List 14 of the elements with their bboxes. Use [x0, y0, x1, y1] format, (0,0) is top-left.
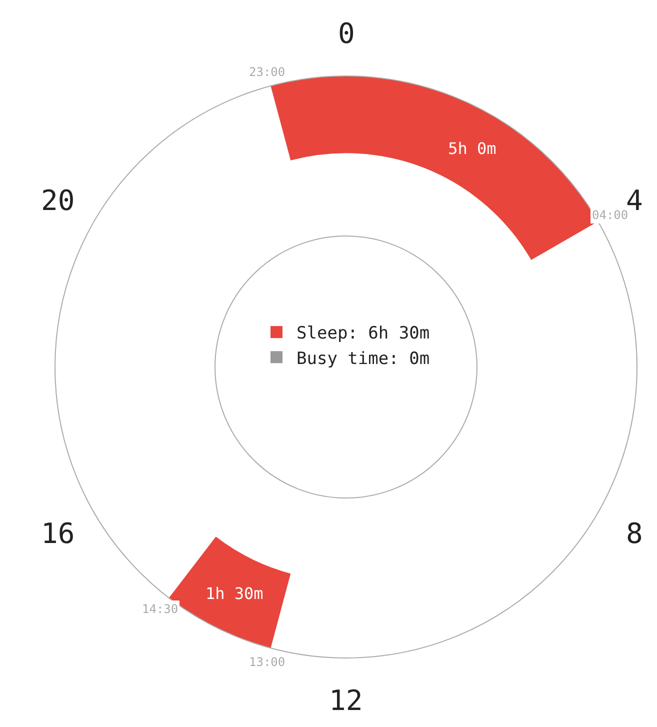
text: 0: [338, 17, 355, 50]
text: 8: [626, 517, 643, 550]
text: 23:00: [249, 65, 286, 79]
text: 16: [41, 517, 75, 550]
legend-label: Sleep: 6h 30m: [296, 324, 430, 344]
data-label: 1h 30m: [205, 584, 264, 603]
text: 14:30: [142, 602, 178, 616]
text: 4: [626, 184, 643, 217]
text: 04:00: [592, 208, 628, 222]
data-label: 5h 0m: [448, 138, 496, 158]
legend-label: Busy time: 0m: [296, 348, 430, 369]
text: 12: [329, 684, 363, 717]
text: 13:00: [249, 655, 286, 669]
text: 20: [41, 184, 75, 217]
